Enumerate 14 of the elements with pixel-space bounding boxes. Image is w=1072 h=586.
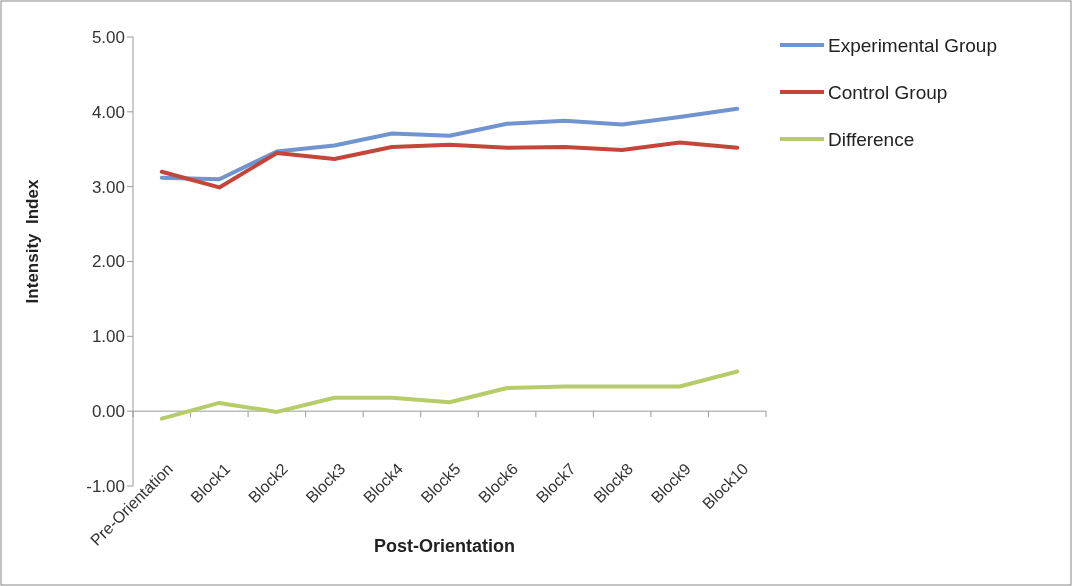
legend-label: Difference (828, 128, 915, 150)
y-tick-label: 4.00 (91, 102, 125, 122)
y-tick-label: 2.00 (91, 252, 125, 272)
x-axis-title: Post-Orientation (373, 536, 516, 556)
legend-label: Control Group (828, 81, 948, 103)
y-tick-label: 0.00 (91, 402, 125, 422)
y-tick-label: 1.00 (91, 327, 125, 347)
line-series (159, 369, 740, 421)
line-series (159, 140, 740, 190)
y-tick-label: 3.00 (91, 177, 125, 197)
legend-label: Experimental Group (828, 34, 997, 56)
y-tick-label: 5.00 (91, 27, 125, 47)
line-series (159, 106, 740, 182)
y-axis-title: Intensity Index (23, 179, 42, 304)
